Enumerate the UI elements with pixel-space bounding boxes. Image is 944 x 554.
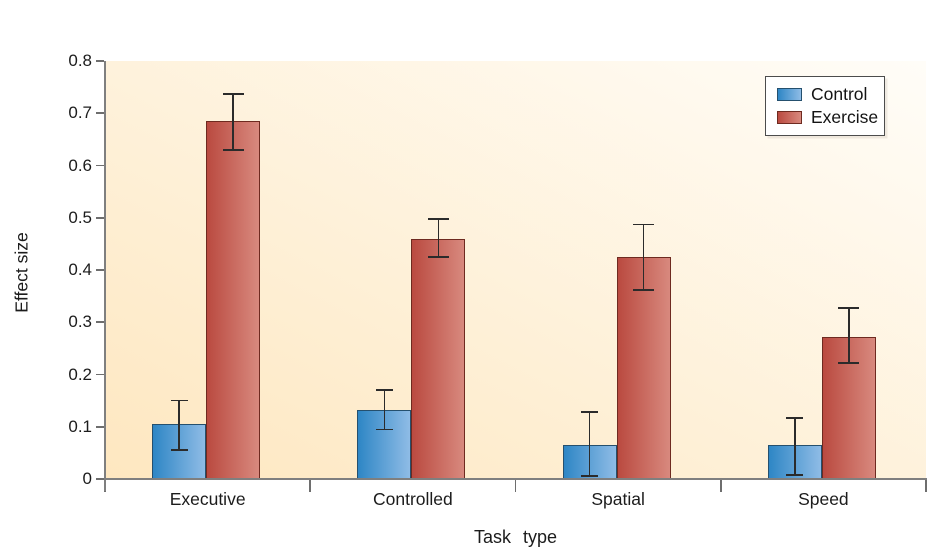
y-tick-mark — [96, 164, 104, 167]
error-bar-cap-bottom — [170, 449, 188, 452]
y-tick-mark — [96, 60, 104, 62]
error-bar-line — [178, 400, 180, 451]
error-bar-cap-bottom — [222, 149, 244, 151]
y-axis-title-text: Effect size — [11, 232, 32, 313]
error-bar-cap-top — [222, 93, 244, 95]
error-bar-cap-bottom — [838, 362, 860, 364]
bar-exercise-spatial — [616, 257, 671, 479]
x-category-label: Controlled — [372, 489, 453, 509]
y-axis-title: Effect size — [12, 153, 33, 393]
y-tick-label: 0.7 — [68, 103, 92, 123]
error-bar-cap-bottom — [633, 289, 655, 291]
x-tick-mark — [719, 480, 722, 492]
legend-label-control: Control — [811, 84, 868, 104]
error-bar-cap-bottom — [375, 428, 393, 431]
bar-exercise-executive — [206, 121, 261, 479]
x-tick-mark — [309, 480, 312, 492]
y-axis — [104, 61, 106, 491]
x-category-label: Executive — [169, 489, 246, 509]
error-bar-line — [383, 390, 386, 430]
error-bar-line — [588, 412, 591, 476]
y-tick-label: 0.6 — [68, 155, 92, 175]
error-bar-cap-top — [581, 411, 599, 413]
error-bar-cap-top — [375, 389, 393, 391]
error-bar-line — [642, 224, 645, 290]
error-bar-cap-top — [427, 217, 449, 220]
y-tick-mark — [96, 269, 104, 271]
error-bar-cap-top — [786, 417, 804, 419]
legend: Control Exercise — [765, 76, 885, 136]
bar-exercise-controlled — [411, 238, 466, 479]
x-tick-mark — [514, 480, 517, 492]
y-tick-mark — [96, 373, 104, 376]
y-tick-mark — [96, 321, 104, 324]
y-tick-label: 0.4 — [68, 260, 92, 279]
x-axis — [104, 478, 927, 480]
legend-item-control: Control — [777, 85, 884, 104]
y-tick-label: 0.8 — [68, 51, 92, 70]
error-bar-cap-bottom — [427, 256, 449, 258]
control-swatch-icon — [777, 88, 802, 101]
x-axis-title: Task type — [473, 527, 558, 547]
legend-item-exercise: Exercise — [777, 108, 884, 127]
x-category-label: Speed — [798, 489, 849, 509]
error-bar-line — [794, 417, 796, 475]
y-tick-label: 0.2 — [68, 364, 92, 384]
error-bar-cap-top — [838, 307, 860, 309]
y-tick-mark — [96, 478, 104, 480]
error-bar-line — [848, 308, 850, 363]
x-category-label: Spatial — [591, 489, 645, 509]
exercise-swatch-icon — [777, 111, 802, 124]
y-tick-label: 0.3 — [68, 312, 92, 332]
y-tick-mark — [96, 425, 104, 428]
error-bar-cap-top — [633, 223, 655, 226]
error-bar-cap-bottom — [581, 475, 599, 477]
y-tick-label: 0.5 — [68, 207, 92, 227]
error-bar-line — [437, 218, 440, 257]
error-bar-cap-bottom — [786, 474, 804, 476]
legend-label-exercise: Exercise — [811, 107, 879, 127]
y-tick-mark — [96, 112, 104, 115]
y-tick-mark — [96, 216, 104, 219]
error-bar-line — [232, 93, 234, 150]
y-tick-label: 0 — [82, 469, 92, 488]
error-bar-cap-top — [170, 399, 188, 402]
x-tick-mark — [925, 480, 927, 492]
y-tick-label: 0.1 — [68, 416, 92, 436]
